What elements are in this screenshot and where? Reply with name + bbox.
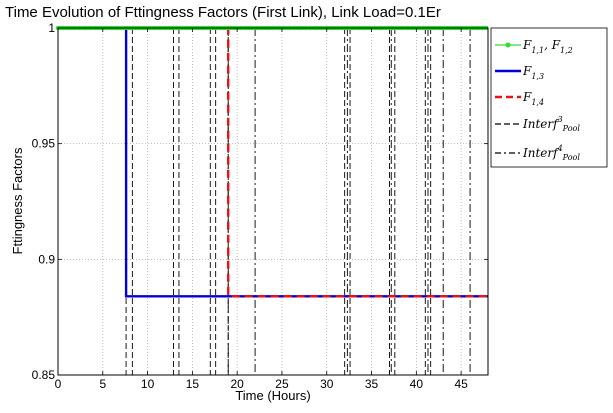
x-tick-label: 45 <box>454 377 468 391</box>
x-tick-label: 15 <box>186 377 200 391</box>
plot-area <box>57 27 489 376</box>
x-tick-label: 25 <box>275 377 289 391</box>
x-tick-label: 5 <box>99 377 106 391</box>
chart-title: Time Evolution of Fttingness Factors (Fi… <box>5 4 441 21</box>
legend-label: F1,4 <box>522 90 544 107</box>
x-tick-label: 10 <box>141 377 155 391</box>
legend-label: F1,1, F1,2 <box>522 38 573 55</box>
axis-ticks: 0 5 10 15 20 25 30 35 40 45 0.85 0.9 0.95 1 <box>32 21 488 391</box>
grid <box>58 28 488 375</box>
series-layer <box>55 25 488 375</box>
legend-label: Interf4Pool <box>522 144 580 162</box>
legend-swatch-marker <box>505 42 511 48</box>
y-tick-label: 1 <box>48 21 55 35</box>
x-tick-label: 30 <box>320 377 334 391</box>
y-axis-label: Fttingness Factors <box>10 147 25 254</box>
legend-label: Interf3Pool <box>522 115 580 133</box>
x-tick-label: 35 <box>365 377 379 391</box>
y-tick-label: 0.9 <box>38 252 55 266</box>
legend-label: F1,3 <box>522 64 544 81</box>
x-tick-label: 20 <box>230 377 244 391</box>
y-tick-label: 0.85 <box>32 368 56 382</box>
x-axis-label: Time (Hours) <box>235 388 310 403</box>
y-tick-label: 0.95 <box>32 137 56 151</box>
x-tick-label: 0 <box>55 377 62 391</box>
legend: F1,1, F1,2 F1,3 F1,4 Interf3Pool Interf4… <box>490 27 608 168</box>
series-f14-line <box>58 26 488 298</box>
x-tick-label: 40 <box>410 377 424 391</box>
series-f13-line <box>58 26 488 298</box>
